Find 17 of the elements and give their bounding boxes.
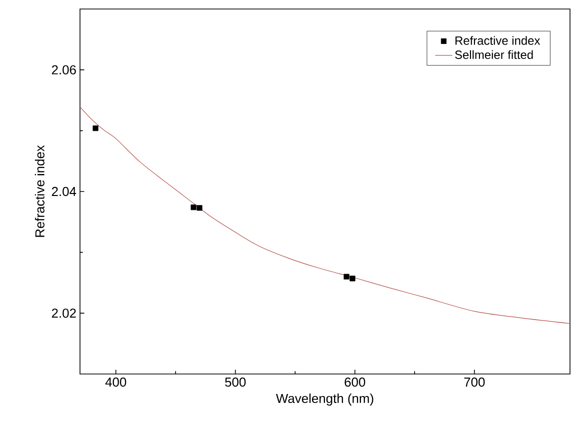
x-axis-title: Wavelength (nm) [276,394,374,406]
x-tick-label: 500 [225,378,246,387]
y-tick-label: 2.04 [52,186,76,196]
point [350,276,356,282]
point [92,125,98,132]
legend-label: Refractive index [456,36,540,45]
line-series [80,106,570,324]
y-axis-title: Refractive index [34,145,44,237]
legend-label: Sellmeier fitted [455,50,533,59]
y-tick-label: 2.06 [52,65,76,74]
x-tick-label: 600 [344,378,366,387]
x-tick-label: 400 [105,378,126,387]
point [196,205,202,211]
x-tick-label: 700 [464,378,485,387]
point [190,204,196,210]
y-tick-label: 2.02 [52,308,76,318]
point [344,274,350,280]
